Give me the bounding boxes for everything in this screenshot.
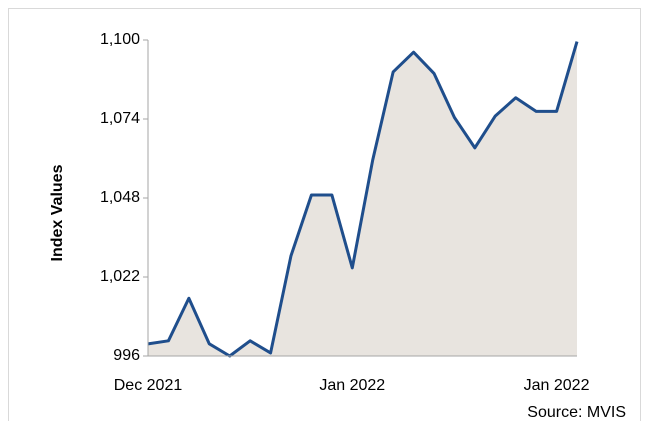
line (147, 41, 579, 358)
y-tick-label: 1,074 (100, 110, 140, 127)
y-tick-label: 1,048 (100, 189, 140, 206)
y-tick-label: 1,100 (100, 31, 140, 48)
x-tick-label: Jan 2022 (319, 377, 385, 394)
area (148, 41, 577, 357)
y-tick-label: 1,022 (100, 268, 140, 285)
frame (8, 8, 641, 421)
y-axis-label: Index Values (49, 164, 66, 261)
y-tick-label: 996 (113, 347, 140, 364)
x-tick-label: Dec 2021 (114, 377, 183, 394)
x-tick-label: Jan 2022 (524, 377, 590, 394)
source-note: Source: MVIS (527, 404, 626, 421)
